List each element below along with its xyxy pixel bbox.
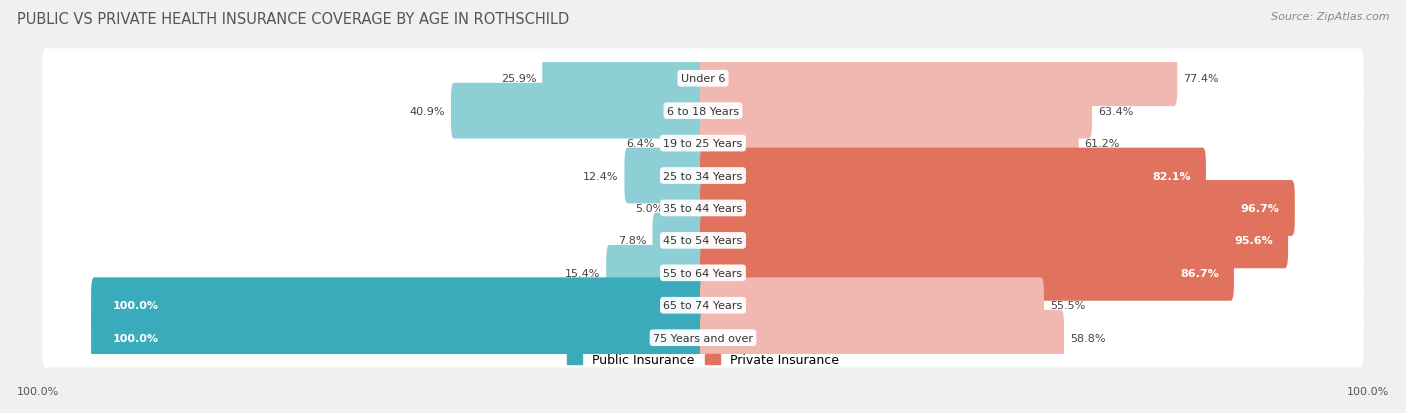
FancyBboxPatch shape (700, 213, 1288, 268)
FancyBboxPatch shape (624, 148, 706, 204)
FancyBboxPatch shape (42, 82, 1364, 141)
Text: 100.0%: 100.0% (112, 301, 159, 311)
Text: PUBLIC VS PRIVATE HEALTH INSURANCE COVERAGE BY AGE IN ROTHSCHILD: PUBLIC VS PRIVATE HEALTH INSURANCE COVER… (17, 12, 569, 27)
Text: 61.2%: 61.2% (1085, 139, 1121, 149)
Text: Under 6: Under 6 (681, 74, 725, 84)
FancyBboxPatch shape (42, 146, 1364, 206)
FancyBboxPatch shape (661, 116, 706, 171)
Text: 65 to 74 Years: 65 to 74 Years (664, 301, 742, 311)
Text: 6 to 18 Years: 6 to 18 Years (666, 107, 740, 116)
FancyBboxPatch shape (91, 278, 706, 333)
Text: 7.8%: 7.8% (617, 236, 647, 246)
Text: 100.0%: 100.0% (112, 333, 159, 343)
FancyBboxPatch shape (42, 243, 1364, 303)
Text: 100.0%: 100.0% (17, 387, 59, 396)
Text: 6.4%: 6.4% (627, 139, 655, 149)
Text: 55 to 64 Years: 55 to 64 Years (664, 268, 742, 278)
Text: 63.4%: 63.4% (1098, 107, 1133, 116)
FancyBboxPatch shape (606, 245, 706, 301)
FancyBboxPatch shape (42, 308, 1364, 368)
FancyBboxPatch shape (42, 276, 1364, 335)
Text: 15.4%: 15.4% (565, 268, 600, 278)
FancyBboxPatch shape (543, 51, 706, 107)
Text: 12.4%: 12.4% (583, 171, 619, 181)
Text: 25.9%: 25.9% (501, 74, 536, 84)
Text: 75 Years and over: 75 Years and over (652, 333, 754, 343)
Text: 35 to 44 Years: 35 to 44 Years (664, 204, 742, 214)
Text: Source: ZipAtlas.com: Source: ZipAtlas.com (1271, 12, 1389, 22)
FancyBboxPatch shape (42, 49, 1364, 109)
FancyBboxPatch shape (451, 83, 706, 139)
Text: 77.4%: 77.4% (1184, 74, 1219, 84)
Text: 40.9%: 40.9% (409, 107, 444, 116)
Text: 19 to 25 Years: 19 to 25 Years (664, 139, 742, 149)
FancyBboxPatch shape (700, 278, 1045, 333)
FancyBboxPatch shape (42, 211, 1364, 271)
Text: 95.6%: 95.6% (1234, 236, 1272, 246)
Text: 58.8%: 58.8% (1070, 333, 1105, 343)
FancyBboxPatch shape (42, 179, 1364, 238)
FancyBboxPatch shape (700, 180, 1295, 236)
FancyBboxPatch shape (42, 114, 1364, 173)
Text: 96.7%: 96.7% (1240, 204, 1279, 214)
FancyBboxPatch shape (700, 148, 1206, 204)
Text: 82.1%: 82.1% (1152, 171, 1191, 181)
FancyBboxPatch shape (700, 245, 1234, 301)
Text: 45 to 54 Years: 45 to 54 Years (664, 236, 742, 246)
FancyBboxPatch shape (652, 213, 706, 268)
FancyBboxPatch shape (700, 116, 1078, 171)
Text: 86.7%: 86.7% (1180, 268, 1219, 278)
Legend: Public Insurance, Private Insurance: Public Insurance, Private Insurance (562, 348, 844, 371)
FancyBboxPatch shape (669, 180, 706, 236)
Text: 25 to 34 Years: 25 to 34 Years (664, 171, 742, 181)
Text: 100.0%: 100.0% (1347, 387, 1389, 396)
Text: 5.0%: 5.0% (636, 204, 664, 214)
FancyBboxPatch shape (700, 310, 1064, 366)
FancyBboxPatch shape (700, 51, 1177, 107)
FancyBboxPatch shape (91, 310, 706, 366)
Text: 55.5%: 55.5% (1050, 301, 1085, 311)
FancyBboxPatch shape (700, 83, 1092, 139)
